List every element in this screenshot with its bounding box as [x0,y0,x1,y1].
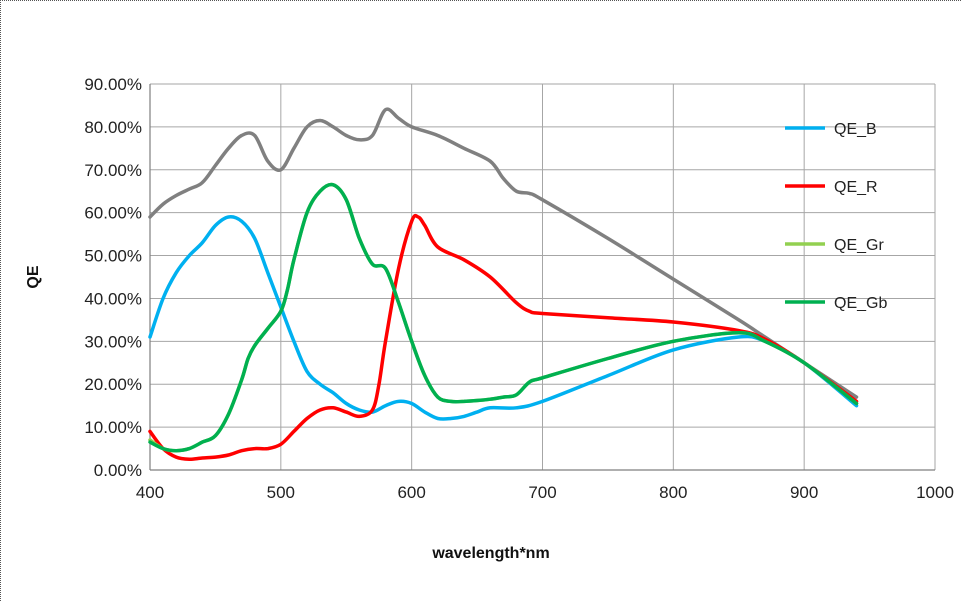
y-tick-label: 80.00% [84,118,142,137]
x-tick-label: 600 [397,483,425,502]
series-line-qe-b [148,215,859,421]
y-axis-tick-labels: 0.00% 10.00% 20.00% 30.00% 40.00% 50.00% 60.00… [84,75,142,480]
plot-area [149,84,935,471]
series-line-qe-gr [148,182,859,453]
x-tick-label: 400 [136,483,164,502]
legend-label-qe-r: QE_R [834,179,878,196]
y-tick-label: 40.00% [84,289,142,308]
series-line-qe-gb [148,182,859,453]
x-axis-title: wavelength*nm [431,545,549,562]
y-tick-label: 10.00% [84,418,142,437]
x-tick-label: 900 [790,483,818,502]
legend-label-qe-gb: QE_Gb [834,295,887,312]
legend-label-qe-gr: QE_Gr [834,237,884,254]
x-tick-label: 700 [528,483,556,502]
x-axis-tick-labels: 400 500 600 700 800 900 1000 [136,483,954,502]
y-tick-label: 30.00% [84,332,142,351]
legend: QE_B QE_R QE_Gr QE_Gb [785,121,887,312]
x-tick-label: 1000 [916,483,954,502]
y-tick-label: 0.00% [94,461,142,480]
y-tick-label: 90.00% [84,75,142,94]
y-tick-label: 70.00% [84,161,142,180]
x-tick-label: 800 [659,483,687,502]
y-axis-title: QE [25,265,42,288]
y-tick-label: 60.00% [84,204,142,223]
legend-label-qe-b: QE_B [834,121,877,138]
y-tick-label: 50.00% [84,247,142,266]
series-line-qe-r [148,213,859,462]
series-lines [148,107,859,462]
y-tick-label: 20.00% [84,375,142,394]
series-line-unlabeled [148,107,859,399]
x-tick-label: 500 [267,483,295,502]
